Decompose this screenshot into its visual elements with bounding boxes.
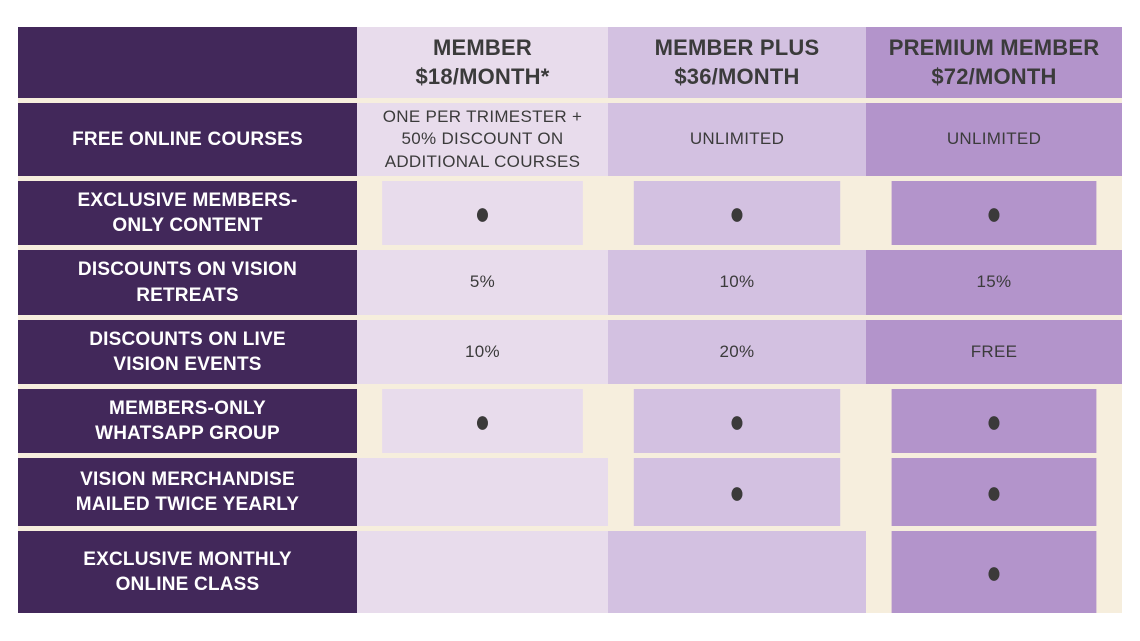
feature-value: 20% <box>608 320 866 384</box>
feature-label-vision-retreats: DISCOUNTS ON VISION RETREATS <box>18 250 357 315</box>
included-dot: ● <box>633 458 841 526</box>
included-dot: ● <box>382 389 583 453</box>
feature-label-whatsapp-group: MEMBERS-ONLY WHATSAPP GROUP <box>18 389 357 453</box>
included-dot: ● <box>891 531 1097 613</box>
feature-label-free-online-courses: FREE ONLINE COURSES <box>18 103 357 176</box>
feature-value: 5% <box>357 250 608 315</box>
feature-value: ONE PER TRIMESTER + 50% DISCOUNT ON ADDI… <box>357 103 608 176</box>
feature-value: FREE <box>866 320 1122 384</box>
feature-value: 15% <box>866 250 1122 315</box>
feature-value: 10% <box>357 320 608 384</box>
plan-header-member: MEMBER $18/MONTH* <box>357 27 608 98</box>
feature-value-empty <box>608 531 866 613</box>
feature-label-members-only-content: EXCLUSIVE MEMBERS- ONLY CONTENT <box>18 181 357 245</box>
feature-value-empty <box>357 458 608 526</box>
included-dot: ● <box>891 458 1097 526</box>
included-dot: ● <box>891 181 1097 245</box>
membership-pricing-table: MEMBER $18/MONTH* MEMBER PLUS $36/MONTH … <box>18 27 1122 613</box>
feature-label-live-vision-events: DISCOUNTS ON LIVE VISION EVENTS <box>18 320 357 384</box>
feature-value: UNLIMITED <box>866 103 1122 176</box>
table-corner-cell <box>18 27 357 98</box>
included-dot: ● <box>382 181 583 245</box>
feature-value-empty <box>357 531 608 613</box>
plan-header-member-plus: MEMBER PLUS $36/MONTH <box>608 27 866 98</box>
included-dot: ● <box>633 389 841 453</box>
feature-label-monthly-online-class: EXCLUSIVE MONTHLY ONLINE CLASS <box>18 531 357 613</box>
feature-label-vision-merchandise: VISION MERCHANDISE MAILED TWICE YEARLY <box>18 458 357 526</box>
included-dot: ● <box>633 181 841 245</box>
plan-header-premium-member: PREMIUM MEMBER $72/MONTH <box>866 27 1122 98</box>
feature-value: UNLIMITED <box>608 103 866 176</box>
included-dot: ● <box>891 389 1097 453</box>
feature-value: 10% <box>608 250 866 315</box>
